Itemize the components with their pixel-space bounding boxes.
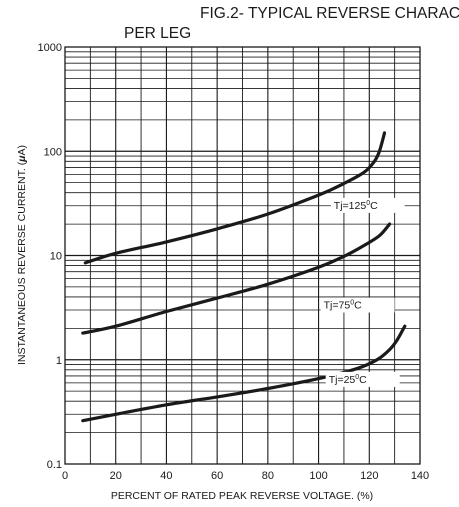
curve-label-background: [330, 197, 405, 213]
data-curves: [81, 131, 407, 423]
x-tick-label: 0: [62, 470, 68, 482]
x-tick-label: 20: [110, 470, 122, 482]
y-axis-label-prefix: INSTANTANEOUS REVERSE CURRENT. (: [16, 161, 28, 365]
y-tick-label: 0.1: [47, 459, 62, 471]
x-tick-label: 140: [411, 470, 429, 482]
x-tick-label: 60: [211, 470, 223, 482]
x-tick-label: 40: [160, 470, 172, 482]
y-tick-label: 1: [56, 355, 62, 367]
series-line-2: [81, 324, 407, 423]
x-tick-label: 100: [309, 470, 327, 482]
curve-label-1: Tj=750C: [324, 300, 362, 312]
y-axis-label: INSTANTANEOUS REVERSE CURRENT. (μA): [16, 145, 28, 365]
series-line-1: [81, 222, 392, 335]
chart-title-line2: PER LEG: [124, 25, 191, 42]
curve-labels: Tj=1250C Tj=750C Tj=250C: [320, 197, 405, 387]
x-tick-label: 120: [360, 470, 378, 482]
curve-label-2: Tj=250C: [329, 374, 367, 386]
y-axis-label-mu: μ: [16, 155, 28, 163]
curve-label-background: [320, 297, 395, 313]
curve-label-0: Tj=1250C: [334, 200, 378, 212]
y-tick-label: 100: [44, 146, 62, 158]
tick-labels: 0 20 40 60 80 100 120 140 0.1 1 10 100 1000: [38, 42, 430, 482]
x-axis-label: PERCENT OF RATED PEAK REVERSE VOLTAGE. (…: [111, 490, 373, 502]
series-line-0: [83, 131, 387, 265]
curve-label-background: [325, 371, 400, 387]
chart-title-line1: FIG.2- TYPICAL REVERSE CHARACTERISTICS: [200, 5, 459, 22]
x-tick-label: 80: [262, 470, 274, 482]
grid-lines: [65, 47, 420, 464]
y-tick-label: 1000: [38, 42, 62, 54]
y-tick-label: 10: [50, 251, 62, 263]
y-axis-label-suffix: A): [16, 145, 28, 156]
